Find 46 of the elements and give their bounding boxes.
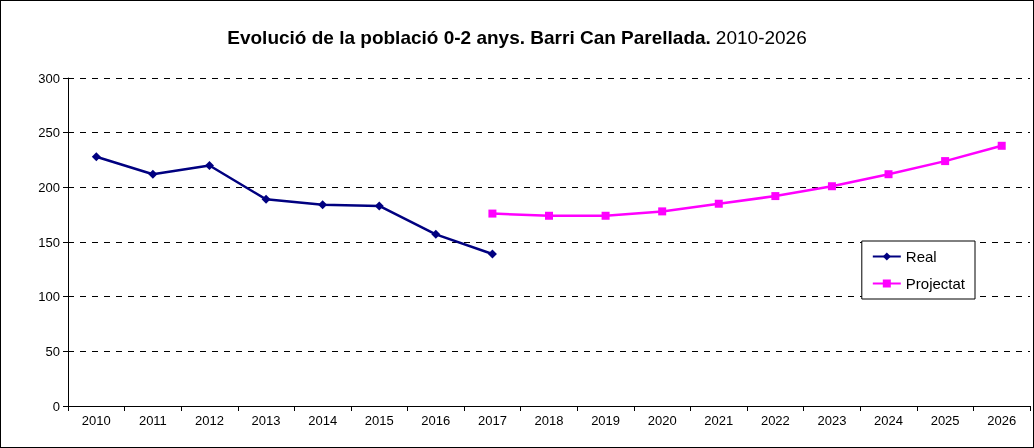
x-tick-label: 2013 [251,413,281,428]
x-tick-label: 2018 [534,413,564,428]
x-tick-label: 2020 [647,413,677,428]
y-tick-label: 150 [38,234,60,250]
y-tick-label: 0 [52,398,60,414]
point [431,229,441,239]
point [545,211,553,220]
point [261,194,271,204]
x-tick-label: 2015 [364,413,394,428]
chart-subtitle: 2010-2026 [715,27,807,48]
x-tick-label: 2025 [930,413,960,428]
point [487,249,497,259]
y-tick-label: 300 [38,70,60,86]
point [318,200,328,210]
x-tick-label: 2010 [81,413,111,428]
x-tick-label: 2022 [760,413,790,428]
x-tick-label: 2014 [308,413,338,428]
x-tick-label: 2017 [477,413,507,428]
y-tick-label: 200 [38,179,60,195]
chart-title: Evolució de la població 0-2 anys. Barri Can Parellada. [227,27,711,48]
point [941,157,950,166]
x-tick-label: 2024 [874,413,903,428]
legend-label: Real [905,248,937,265]
point [374,201,384,211]
point [601,211,610,220]
point [488,209,497,218]
point [771,192,780,201]
point [204,160,214,170]
x-tick-label: 2012 [195,413,224,428]
point [148,169,158,179]
x-tick-label: 2023 [817,413,847,428]
point [884,170,893,179]
y-tick-label: 100 [38,289,60,305]
y-tick-label: 50 [45,343,60,359]
x-tick-label: 2019 [591,413,621,428]
y-tick-label: 250 [38,125,60,141]
x-tick-label: 2016 [421,413,451,428]
x-tick-label: 2026 [987,413,1017,428]
x-tick-label: 2011 [138,413,167,428]
legend-label: Projectat [905,275,966,292]
point [91,152,101,162]
x-tick-label: 2021 [704,413,734,428]
point [714,199,723,208]
point [997,141,1006,150]
point [658,207,667,216]
point [827,182,836,191]
